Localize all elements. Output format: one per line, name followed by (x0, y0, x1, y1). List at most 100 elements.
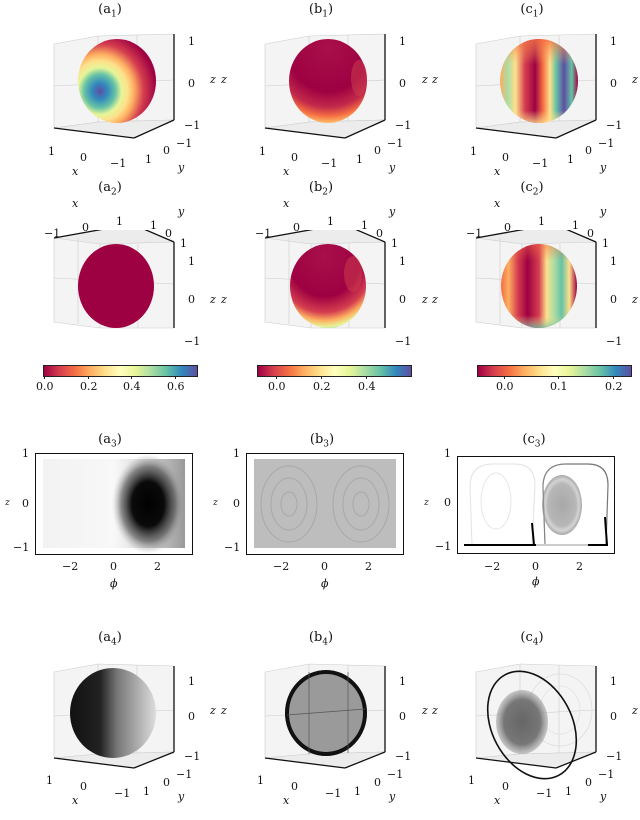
y-tick-1: 1 (444, 447, 451, 460)
y-tick-0: 0 (22, 497, 29, 510)
x-axis-label: x (72, 794, 79, 807)
colorbar-a-tick-1: 0.2 (80, 380, 98, 393)
y-axis-label: y (389, 161, 396, 174)
y-axis-label-top: y (178, 205, 185, 218)
z-tick-top: 1 (188, 675, 195, 688)
panel-c2-sphere-3d (462, 230, 640, 390)
colorbar-b-tick-0: 0.0 (268, 380, 286, 393)
axes-3d-box (264, 230, 386, 329)
z-tick-mid: 0 (610, 77, 617, 90)
y-tick-0: 0 (585, 776, 592, 789)
x-tick-1: 1 (468, 774, 475, 787)
colorbar-c-tick-0: 0.0 (496, 380, 514, 393)
colorbar-a-tick-2: 0.4 (123, 380, 141, 393)
z-axis-label: z (210, 73, 216, 86)
x-tick-neg1: −1 (532, 157, 549, 170)
axes-3d-box (475, 230, 597, 329)
z-axis-label: z (424, 498, 429, 508)
x-axis-label-top: x (283, 197, 290, 210)
axes-3d-box (53, 663, 175, 769)
colorbar-c-tick-1: 0.1 (550, 380, 568, 393)
x-tick-0: 0 (291, 780, 298, 793)
x-top-tick-0: 0 (293, 221, 300, 234)
x-top-tick-0: 0 (504, 221, 511, 234)
z-tick-top: 1 (610, 35, 617, 48)
plot-a3-density (35, 453, 193, 555)
x-top-tick-1: 1 (538, 215, 545, 228)
z-tick-mid: 0 (399, 293, 406, 306)
z-tick-mid: 0 (399, 710, 406, 723)
y-axis-label: y (389, 790, 396, 803)
panel-a2-sphere-3d (40, 230, 250, 390)
y-top-tick-1: 1 (361, 219, 368, 232)
x-top-tick-0: 0 (82, 221, 89, 234)
y-axis-label-top: y (389, 205, 396, 218)
panel-title-c2: (c2) (520, 180, 544, 198)
y-tick-1: 1 (143, 785, 150, 798)
y-tick-1: 1 (356, 153, 363, 166)
z-tick-mid: 0 (188, 293, 195, 306)
x-tick-neg2: −2 (273, 560, 290, 573)
y-top-tick-1: 1 (150, 219, 157, 232)
y-tick-0: 0 (163, 144, 170, 157)
x-tick-neg1: −1 (114, 787, 131, 800)
axes-3d-box (264, 663, 386, 769)
x-axis-label-top: x (494, 197, 501, 210)
x-tick-0: 0 (321, 560, 328, 573)
y-top-tick-0: 0 (587, 227, 594, 240)
z-tick-bottom: −1 (184, 119, 201, 132)
y-axis-label: y (178, 790, 185, 803)
panel-title-b2: (b2) (308, 180, 334, 198)
x-tick-0: 0 (80, 780, 87, 793)
z-tick-bottom: −1 (395, 750, 412, 763)
x-top-tick-neg1: −1 (466, 227, 483, 240)
panel-title-b4: (b4) (308, 630, 334, 648)
y-tick-neg1: −1 (13, 541, 30, 554)
colorbar-b-tick-2: 0.4 (358, 380, 376, 393)
y-tick-neg1: −1 (435, 540, 452, 553)
z-tick-bottom: −1 (395, 119, 412, 132)
z-tick-mid: 0 (610, 710, 617, 723)
x-tick-neg1: −1 (321, 157, 338, 170)
colorbar-b-tick-1: 0.2 (313, 380, 331, 393)
z-tick-top: 1 (610, 675, 617, 688)
plot-b3-density (246, 453, 404, 555)
x-tick-0: 0 (502, 151, 509, 164)
z-axis-label: z (422, 704, 428, 717)
x-tick-neg1: −1 (536, 787, 553, 800)
y-tick-1: 1 (565, 785, 572, 798)
axes-3d-box (475, 33, 597, 139)
panel-a4-points-3d (40, 660, 250, 820)
x-tick-2: 2 (154, 560, 161, 573)
z-tick-mid: 0 (610, 293, 617, 306)
z-axis-label-left: z (432, 704, 438, 717)
z-axis-label: z (632, 73, 638, 86)
z-tick-top: 1 (399, 35, 406, 48)
x-axis-label: x (494, 165, 501, 178)
z-tick-mid: 0 (188, 77, 195, 90)
z-tick-top: 1 (399, 255, 406, 268)
panel-c1-sphere-3d (462, 28, 640, 188)
y-tick-neg1: −1 (176, 137, 193, 150)
x-tick-0: 0 (291, 151, 298, 164)
x-tick-1: 1 (259, 145, 266, 158)
x-tick-1: 1 (257, 774, 264, 787)
y-axis-label: y (600, 161, 607, 174)
z-tick-top: 1 (188, 255, 195, 268)
y-tick-1: 1 (567, 153, 574, 166)
y-tick-neg1: −1 (598, 768, 615, 781)
y-tick-0: 0 (374, 776, 381, 789)
z-tick-bottom: −1 (184, 335, 201, 348)
y-tick-0: 0 (585, 144, 592, 157)
x-tick-1: 1 (46, 774, 53, 787)
z-tick-bottom: −1 (606, 119, 623, 132)
z-axis-label-left: z (221, 704, 227, 717)
x-tick-0: 0 (110, 560, 117, 573)
y-top-tick-1b: 1 (180, 237, 187, 250)
y-top-tick-0: 0 (165, 227, 172, 240)
phi-axis-label: ϕ (321, 577, 329, 590)
panel-title-a2: (a2) (98, 180, 122, 198)
y-tick-0: 0 (233, 497, 240, 510)
z-axis-label: z (213, 498, 218, 508)
z-axis-label-left: z (221, 293, 227, 306)
